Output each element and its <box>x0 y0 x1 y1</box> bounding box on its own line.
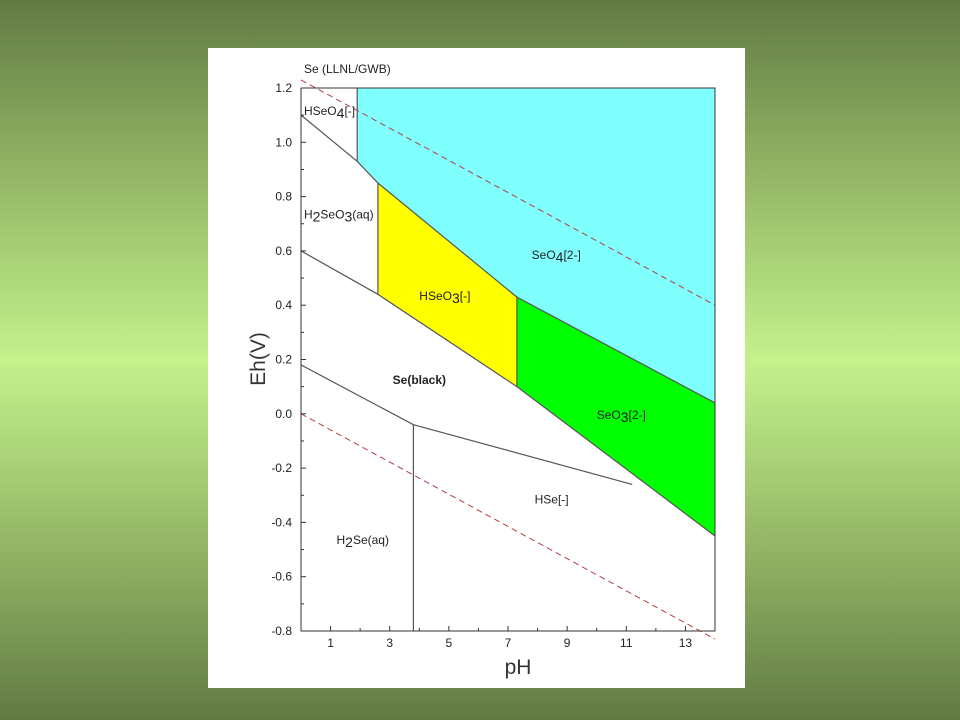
y-tick-label: 0.2 <box>275 353 292 367</box>
region-label-3: HSeO3[-] <box>419 289 470 306</box>
region-label-1: H2SeO3(aq) <box>304 207 374 224</box>
x-tick-label: 3 <box>386 636 393 650</box>
x-tick-label: 11 <box>620 636 633 650</box>
region-1 <box>377 183 517 387</box>
y-tick-label: -0.8 <box>271 624 292 638</box>
x-tick-label: 13 <box>679 636 693 650</box>
boundary-line-4 <box>300 250 716 537</box>
y-axis-label: Eh(V) <box>247 332 270 386</box>
region-label-4: Se(black) <box>393 373 446 387</box>
region-label-6: HSe[-] <box>535 492 569 506</box>
region-label-7: H2Se(aq) <box>336 533 389 550</box>
slide-panel: Se (LLNL/GWB) 1 3 5 7 9 11 13 1.2 1.0 0.8 0.6 0.4 0.… <box>208 48 745 688</box>
x-axis-label: pH <box>505 656 532 679</box>
x-tick-label: 5 <box>446 636 453 650</box>
chart-title: Se (LLNL/GWB) <box>304 62 391 76</box>
region-label-0: HSeO4[-] <box>304 104 355 121</box>
y-tick-label: -0.6 <box>271 570 292 584</box>
region-0 <box>357 88 715 403</box>
y-tick-label: 0.8 <box>275 190 292 204</box>
y-tick-label: 0.0 <box>275 407 292 421</box>
y-tick-label: 0.4 <box>275 298 292 312</box>
x-tick-label: 7 <box>505 636 512 650</box>
x-tick-label: 9 <box>564 636 571 650</box>
y-tick-label: 1.0 <box>275 135 292 149</box>
y-tick-label: 1.2 <box>275 81 292 95</box>
water-stability-line-0 <box>300 79 716 306</box>
region-label-2: SeO4[2-] <box>532 248 581 265</box>
y-tick-label: 0.6 <box>275 244 292 258</box>
y-tick-label: -0.2 <box>271 461 292 475</box>
region-2 <box>516 297 715 536</box>
x-tick-label: 1 <box>327 636 334 650</box>
eh-ph-chart: Se (LLNL/GWB) 1 3 5 7 9 11 131.21.00.80.60.40.… <box>247 62 716 679</box>
region-label-5: SeO3[2-] <box>597 408 646 425</box>
water-stability-line-1 <box>300 413 716 640</box>
y-tick-label: -0.4 <box>271 515 292 529</box>
